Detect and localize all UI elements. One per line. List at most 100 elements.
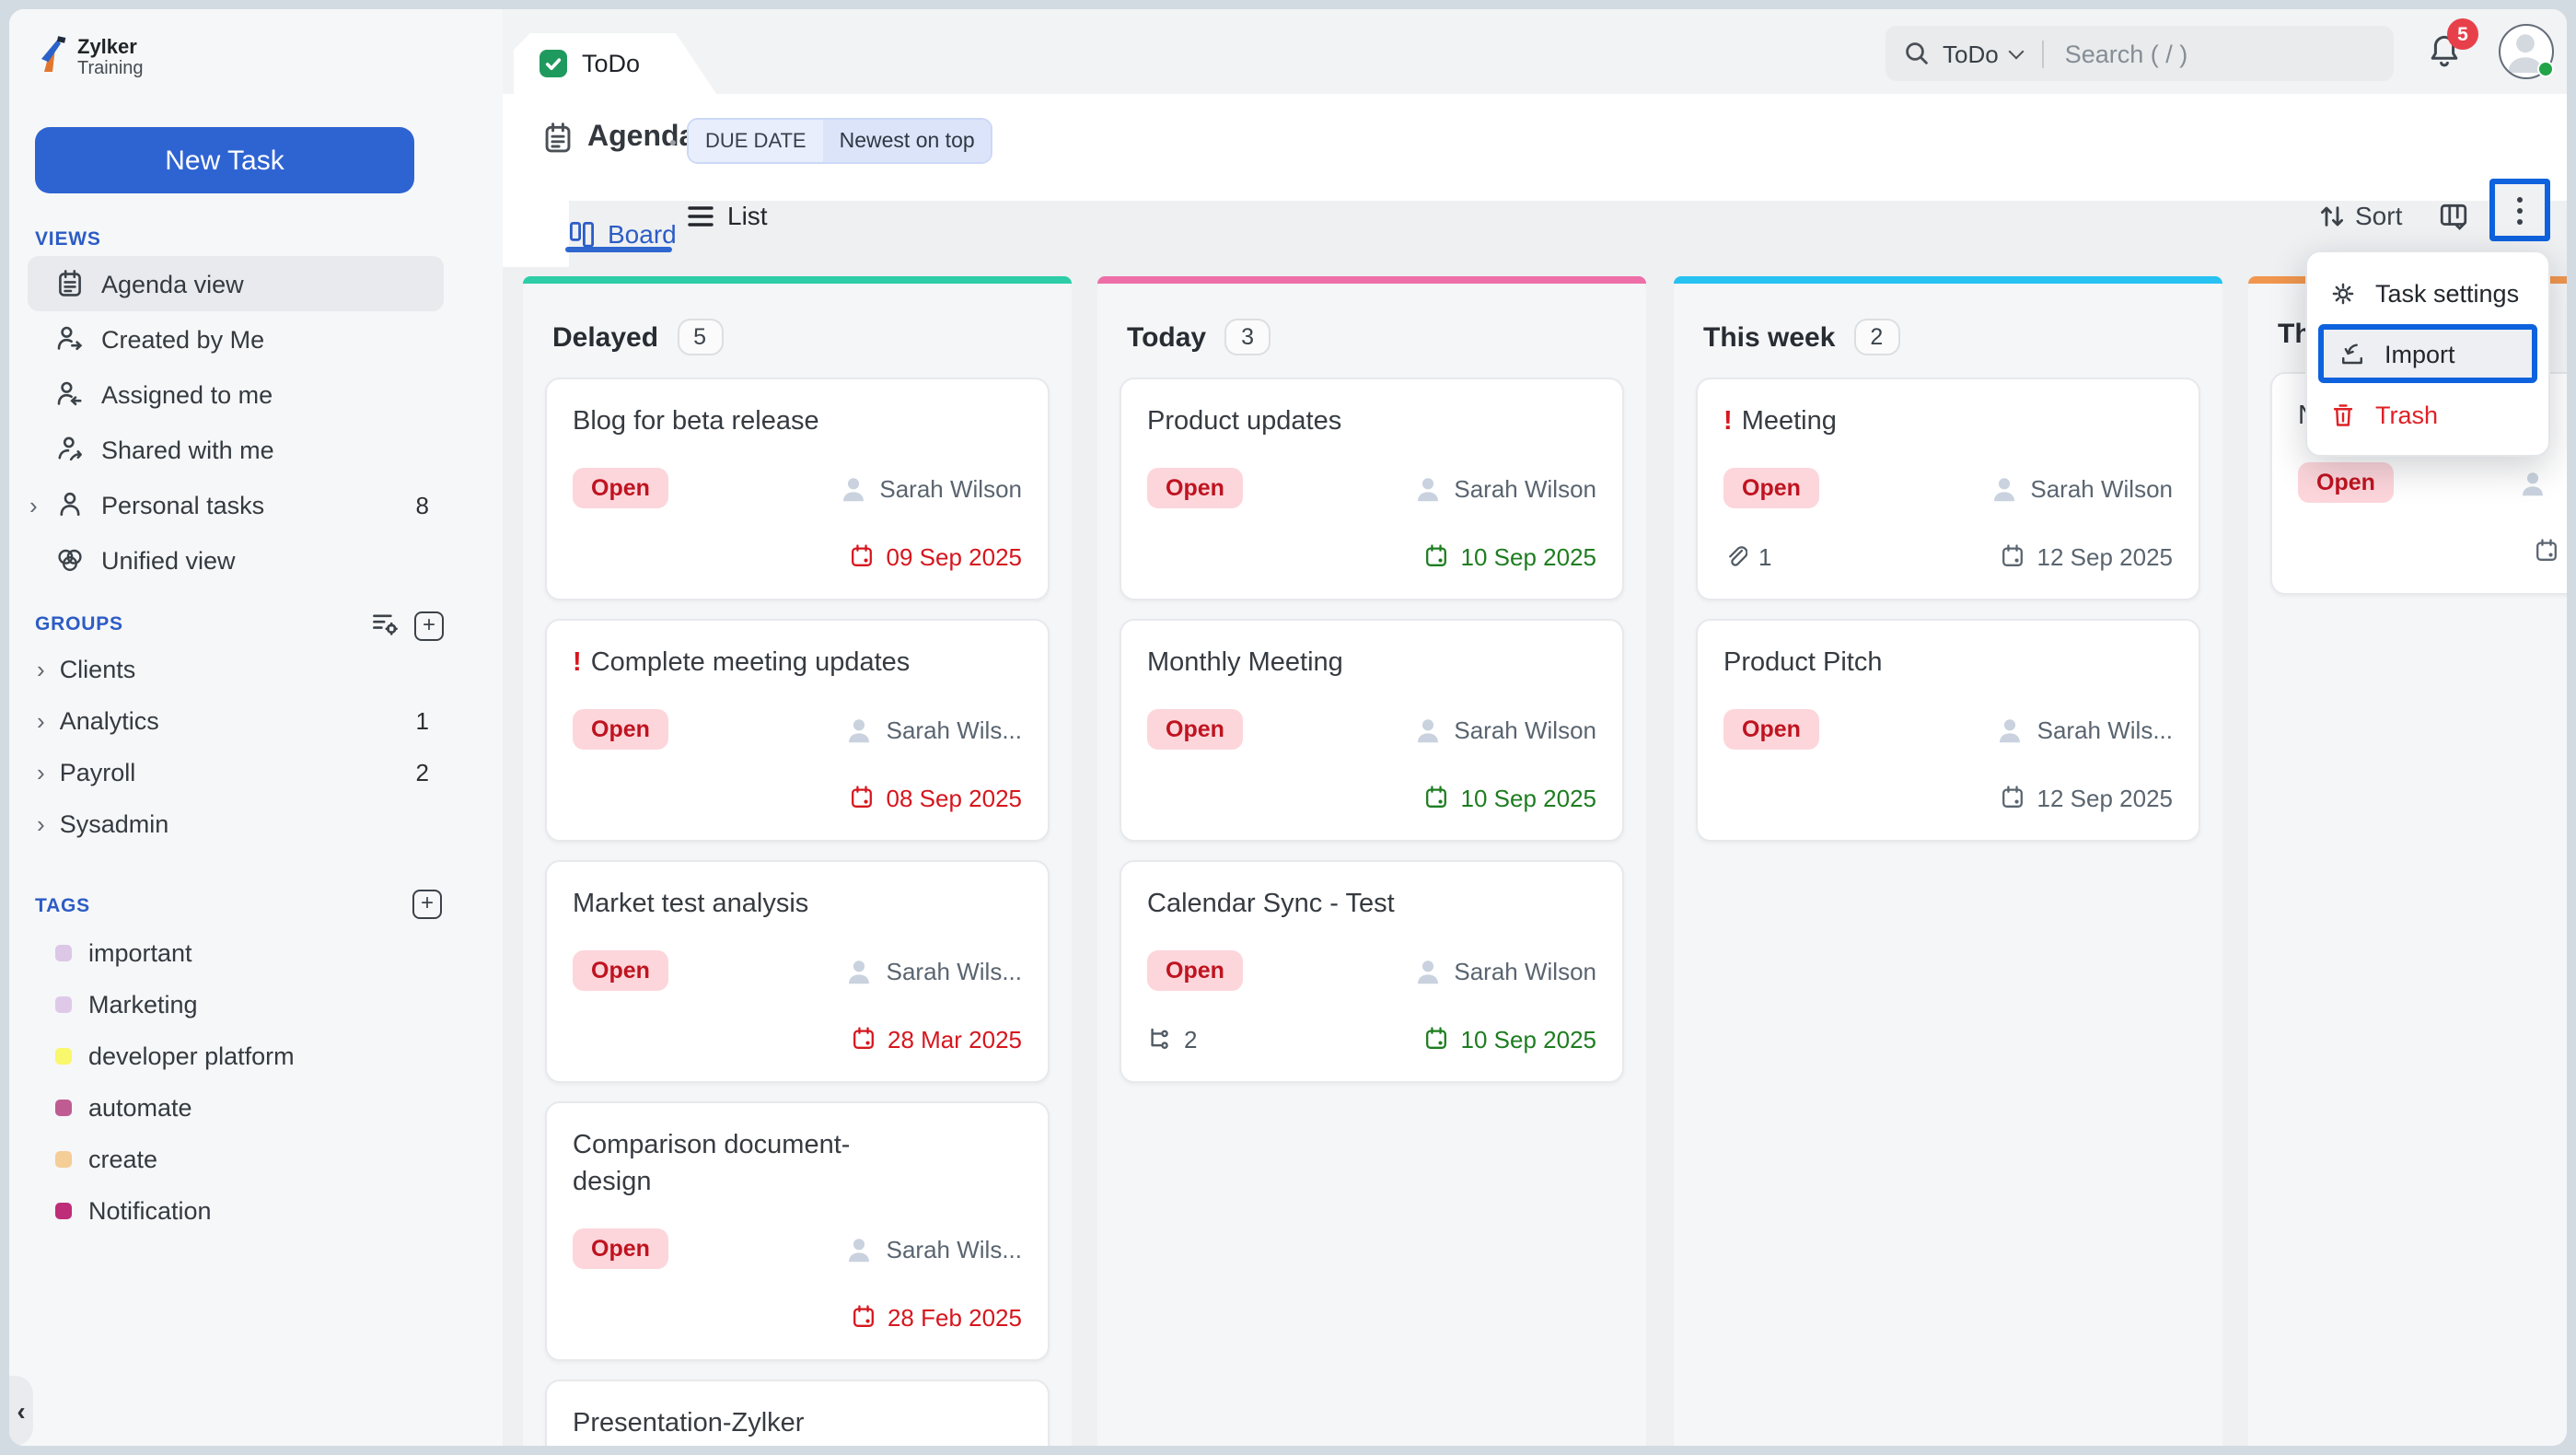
add-tag-button[interactable]: + [412,890,442,919]
task-title: Comparison document-design [573,1131,851,1197]
tag-item-create[interactable]: create [28,1133,444,1184]
calendar-icon [2002,786,2024,808]
assignee: Sarah Wilson [1411,714,1596,745]
group-item-sysadmin[interactable]: › Sysadmin [28,797,444,849]
group-item-analytics[interactable]: › Analytics 1 [28,694,444,746]
assignee-name: Sarah Wilson [2030,474,2173,502]
tab-list[interactable]: List [687,201,768,230]
more-options-kebab-button[interactable] [2489,179,2550,241]
task-card[interactable]: ! Meeting Open Sarah Wilson 1 [1696,378,2200,600]
sidebar-item-created-by-me[interactable]: Created by Me [28,311,444,367]
collapse-chevron-icon: ‹ [17,1396,26,1426]
sidebar-item-shared-with-me[interactable]: Shared with me [28,422,444,477]
add-group-button[interactable]: + [414,611,444,640]
person-icon [60,492,80,517]
tag-item-marketing[interactable]: Marketing [28,978,444,1030]
status-badge: Open [2298,462,2394,503]
task-card[interactable]: Product updates Open Sarah Wilson 10 [1120,378,1624,600]
task-card[interactable]: Blog for beta release Open Sarah Wilson [545,378,1050,600]
group-count: 1 [415,706,429,734]
task-card[interactable]: ! Complete meeting updates Open Sarah Wil… [545,619,1050,842]
tag-color-swatch [55,1047,72,1064]
tab-board[interactable]: Board [569,201,2567,267]
tag-label: create [88,1145,158,1172]
assignee: Sarah Wils... [844,714,1022,745]
task-card[interactable]: Product Pitch Open Sarah Wils... 12 [1696,619,2200,842]
assignee-name: Sarah Wils... [2036,716,2173,743]
sidebar-item-personal-tasks[interactable]: › Personal tasks 8 [28,477,444,532]
assignee: Sarah Wils... [1995,714,2173,745]
avatar-icon [842,477,864,501]
calendar-icon [852,786,873,808]
tag-item-automate[interactable]: automate [28,1081,444,1133]
avatar-icon [2523,471,2543,495]
status-badge: Open [1723,709,1819,750]
due-date [2534,538,2567,564]
column-settings-icon[interactable] [2438,201,2469,232]
view-title: Agenda [587,122,696,153]
attachment-count: 1 [1723,542,1771,570]
column-count-badge: 3 [1224,319,1271,355]
zylker-logo-icon [41,36,66,72]
assignee-name: Sarah Wilson [1454,957,1596,984]
tab-todo[interactable]: ToDo [514,33,716,94]
task-title: Product updates [1147,407,1342,436]
group-settings-icon[interactable] [370,610,401,641]
due-date-text: 10 Sep 2025 [1460,542,1596,570]
search-input[interactable]: ToDo Search ( / ) [1886,26,2394,81]
task-card[interactable]: Comparison document-design Open Sarah Wi… [545,1101,1050,1361]
column-count-badge: 2 [1853,319,1900,355]
tag-item-important[interactable]: important [28,926,444,978]
tag-item-developer-platform[interactable]: developer platform [28,1030,444,1081]
search-scope-select[interactable]: ToDo [1943,40,1999,67]
logo-title: Zylker [77,37,137,59]
due-date-text: 09 Sep 2025 [886,542,1022,570]
user-avatar[interactable] [2499,24,2554,79]
sidebar-item-unified-view[interactable]: Unified view [28,532,444,588]
chevron-right-icon[interactable]: › [29,491,38,518]
tags-list: important Marketing developer platform a… [9,926,503,1236]
tag-item-notification[interactable]: Notification [28,1184,444,1236]
menu-item-trash[interactable]: Trash [2307,387,2548,442]
task-card[interactable]: Monthly Meeting Open Sarah Wilson 10 [1120,619,1624,842]
calendar-icon [1426,1027,1447,1049]
item-count: 8 [415,491,429,518]
sidebar-collapse-handle[interactable]: ‹ [9,1376,33,1446]
task-card[interactable]: Calendar Sync - Test Open Sarah Wilson [1120,860,1624,1083]
group-item-clients[interactable]: › Clients [28,643,444,694]
menu-item-label: Task settings [2375,279,2520,307]
avatar-icon [849,960,870,984]
assignee: Sarah Wilson [1988,472,2173,504]
status-badge: Open [573,468,668,508]
main-area: ToDo ToDo Search ( / ) 5 [503,9,2567,1446]
task-card[interactable]: Market test analysis Open Sarah Wils... [545,860,1050,1083]
column-color-strip [1674,276,2222,284]
list-icon [688,205,714,226]
group-item-payroll[interactable]: › Payroll 2 [28,746,444,797]
tag-label: automate [88,1093,192,1121]
tag-color-swatch [55,1202,72,1218]
sort-criteria-chip[interactable]: DUE DATE Newest on top [687,118,993,164]
menu-item-task-settings[interactable]: Task settings [2307,265,2548,320]
due-date: 12 Sep 2025 [2001,542,2173,570]
due-date: 10 Sep 2025 [1424,542,1596,570]
task-card[interactable]: Presentation-Zylker [545,1379,1050,1446]
menu-item-import[interactable]: Import [2318,324,2537,383]
sidebar-item-agenda-view[interactable]: Agenda view [28,256,444,311]
sidebar-item-assigned-to-me[interactable]: Assigned to me [28,367,444,422]
sidebar-item-label: Agenda view [101,270,244,297]
due-date-text: 08 Sep 2025 [886,784,1022,811]
assignee: Sarah Wils... [844,1233,1022,1264]
chevron-right-icon: › [37,655,45,682]
assignee: Sarah Wilson [837,472,1022,504]
group-count: 2 [415,758,429,786]
person-share-icon [58,436,82,461]
new-task-button[interactable]: New Task [35,127,414,193]
tags-heading: TAGS [35,895,90,917]
board-kanban-icon [570,221,594,247]
trash-icon [2333,403,2353,425]
sort-button[interactable]: Sort [2318,201,2402,230]
person-arrow-in-icon [57,381,82,406]
views-list: Agenda view Created by Me Assigned to me… [9,256,503,588]
column-partial: Thi N Open [2248,276,2567,1446]
